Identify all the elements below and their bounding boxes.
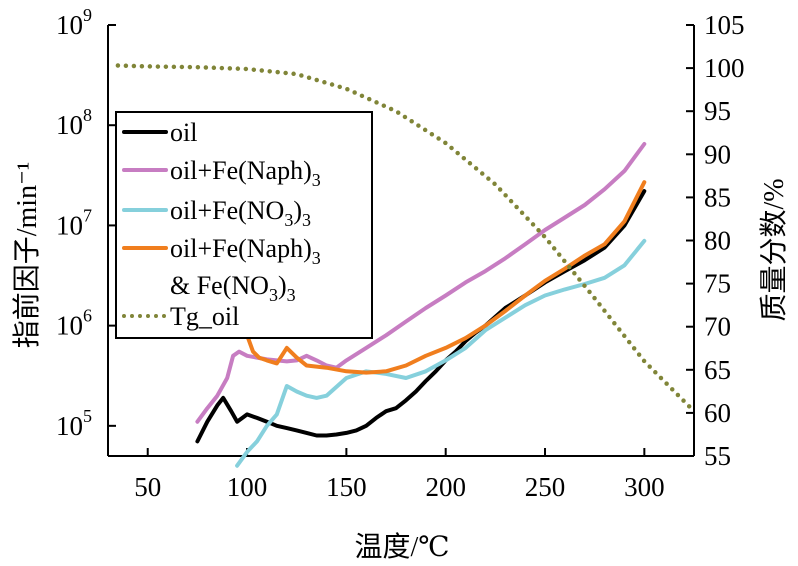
y-left-tick-label: 105	[56, 406, 92, 441]
x-tick-label: 300	[624, 472, 665, 502]
axes: 50 100 150 200 250 300 55 60 65 70 75 80 85 90 95 100 10…	[56, 5, 745, 502]
y-right-tick-label: 75	[704, 269, 731, 299]
y-right-tick-label: 70	[704, 312, 731, 342]
y-right-tick-label: 80	[704, 226, 731, 256]
y-right-tick-label: 95	[704, 96, 731, 126]
plot-area	[115, 63, 697, 468]
series-line	[245, 180, 647, 375]
x-tick-label: 150	[326, 472, 367, 502]
legend-label: & Fe(NO3)3	[170, 271, 296, 305]
x-tick-label: 100	[227, 472, 268, 502]
y-right-tick-label: 85	[704, 182, 731, 212]
y-right-tick-label: 55	[704, 441, 731, 471]
x-axis-title: 温度/℃	[354, 531, 449, 563]
y-left-axis-title: 指前因子/min⁻¹	[11, 162, 43, 349]
series-line	[115, 63, 697, 414]
x-tick-label: 50	[134, 472, 161, 502]
y-left-tick-label: 108	[56, 105, 92, 140]
y-left-tick-label: 109	[56, 5, 92, 40]
y-right-tick-label: 60	[704, 398, 731, 428]
y-right-axis-title: 质量分数/%	[758, 178, 790, 321]
y-right-tick-label: 105	[704, 10, 745, 40]
y-left-tick-label: 107	[56, 205, 92, 240]
x-tick-label: 250	[525, 472, 566, 502]
legend-label: Tg_oil	[170, 302, 239, 331]
legend-label: oil+Fe(Naph)3	[170, 156, 321, 190]
x-tick-label: 200	[425, 472, 466, 502]
y-right-tick-label: 90	[704, 139, 731, 169]
y-right-tick-label: 100	[704, 53, 745, 83]
legend-box	[115, 111, 373, 339]
y-right-tick-label: 65	[704, 355, 731, 385]
series-line	[235, 238, 647, 468]
legend: oil oil+Fe(Naph)3 oil+Fe(NO3)3 oil+Fe(Naph)…	[115, 111, 373, 339]
legend-label: oil+Fe(NO3)3	[170, 196, 311, 230]
legend-label: oil	[170, 118, 197, 147]
series-line	[195, 142, 647, 424]
y-left-tick-label: 106	[56, 306, 92, 341]
legend-label: oil+Fe(Naph)3	[170, 234, 321, 268]
